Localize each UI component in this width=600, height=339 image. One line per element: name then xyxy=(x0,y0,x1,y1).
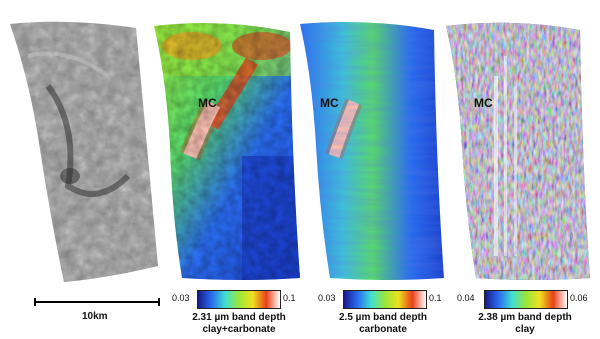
scale-bar xyxy=(34,298,160,306)
colorbar-title: 2.5 µm band depth xyxy=(339,312,427,323)
colorbar-max: 0.1 xyxy=(429,293,442,303)
colorbar-min: 0.03 xyxy=(318,293,336,303)
colorbar-min: 0.04 xyxy=(457,293,475,303)
colorbar-subtitle: carbonate xyxy=(359,324,407,335)
mc-label: MC xyxy=(198,96,217,110)
colorbar-clay xyxy=(484,290,568,309)
carbonate-map-panel: MC xyxy=(298,16,448,282)
grayscale-image-panel xyxy=(8,16,158,282)
scale-label: 10km xyxy=(82,311,108,322)
mc-label: MC xyxy=(320,96,339,110)
colorbar-carbonate xyxy=(343,290,427,309)
carbonate-map xyxy=(300,22,444,280)
clay-carbonate-map xyxy=(154,23,300,280)
colorbar-subtitle: clay xyxy=(515,324,535,335)
clay-map xyxy=(446,22,590,281)
clay-carbonate-map-panel: MC xyxy=(152,16,302,282)
colorbar-title: 2.38 µm band depth xyxy=(478,312,572,323)
grayscale-image xyxy=(10,21,158,282)
clay-map-panel: MC xyxy=(444,16,594,282)
colorbar-subtitle: clay+carbonate xyxy=(202,324,276,335)
mc-label: MC xyxy=(474,96,493,110)
colorbar-max: 0.1 xyxy=(283,293,296,303)
colorbar-clay-carbonate xyxy=(197,290,281,309)
colorbar-min: 0.03 xyxy=(172,293,190,303)
colorbar-max: 0.06 xyxy=(570,293,588,303)
colorbar-title: 2.31 µm band depth xyxy=(192,312,286,323)
